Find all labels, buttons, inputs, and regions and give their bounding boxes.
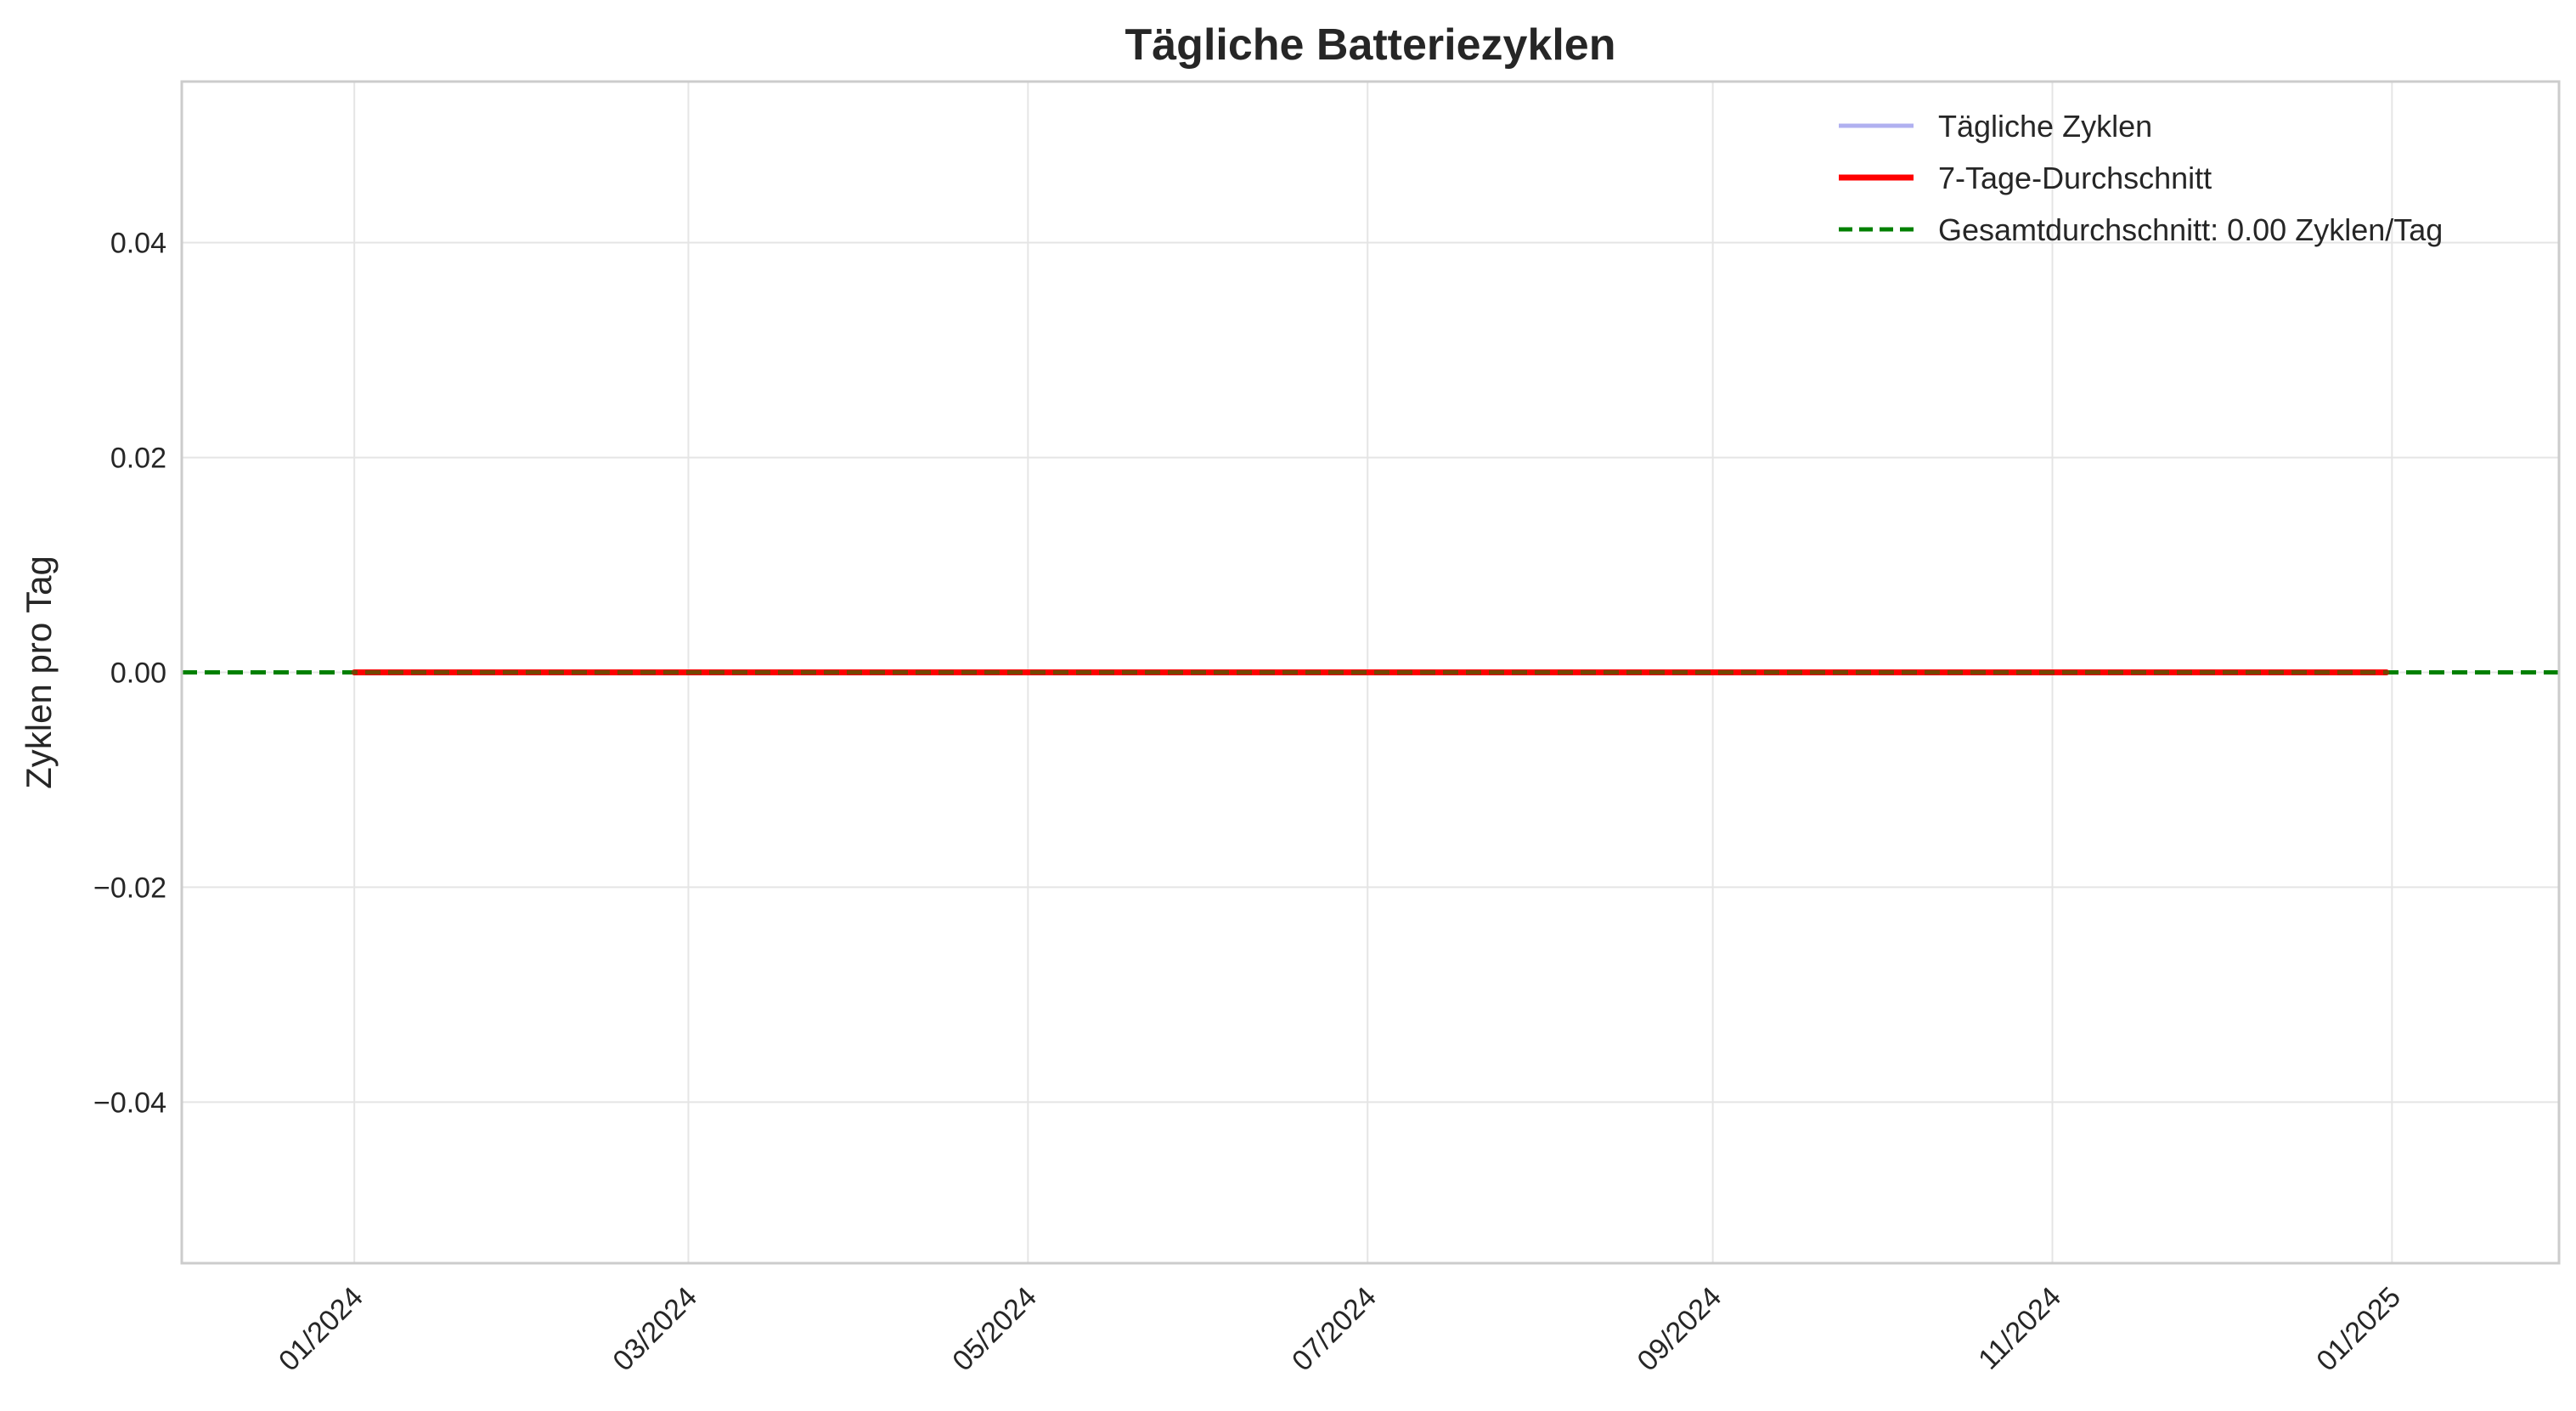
y-tick-label: −0.04	[93, 1086, 166, 1119]
x-tick-labels: 01/2024 03/2024 05/2024 07/2024 09/2024 11/20…	[273, 1281, 2407, 1378]
x-tick-label: 01/2024	[273, 1281, 369, 1378]
x-tick-label: 01/2025	[2310, 1281, 2407, 1378]
y-tick-label: −0.02	[93, 872, 166, 904]
legend: Tägliche Zyklen 7-Tage-Durchschnitt Gesamt…	[1839, 109, 2443, 247]
legend-label: Gesamtdurchschnitt: 0.00 Zyklen/Tag	[1938, 212, 2443, 247]
x-tick-label: 05/2024	[946, 1281, 1043, 1378]
y-tick-label: 0.04	[110, 228, 166, 260]
y-axis-label: Zyklen pro Tag	[19, 556, 59, 789]
legend-label: 7-Tage-Durchschnitt	[1938, 161, 2212, 195]
legend-label: Tägliche Zyklen	[1938, 109, 2152, 144]
x-tick-label: 03/2024	[606, 1281, 703, 1378]
y-tick-labels: −0.04 −0.02 0.00 0.02 0.04	[93, 228, 166, 1120]
x-tick-label: 07/2024	[1286, 1281, 1383, 1378]
legend-item-seven-day-average: 7-Tage-Durchschnitt	[1839, 161, 2212, 195]
x-tick-label: 11/2024	[1972, 1281, 2067, 1376]
legend-item-daily-cycles: Tägliche Zyklen	[1839, 109, 2152, 144]
chart-title: Tägliche Batteriezyklen	[1125, 20, 1616, 70]
x-tick-label: 09/2024	[1632, 1281, 1728, 1378]
legend-item-overall-average: Gesamtdurchschnitt: 0.00 Zyklen/Tag	[1839, 212, 2443, 247]
y-tick-label: 0.00	[110, 658, 166, 690]
plot-frame	[180, 80, 2561, 1265]
y-tick-label: 0.02	[110, 443, 166, 475]
